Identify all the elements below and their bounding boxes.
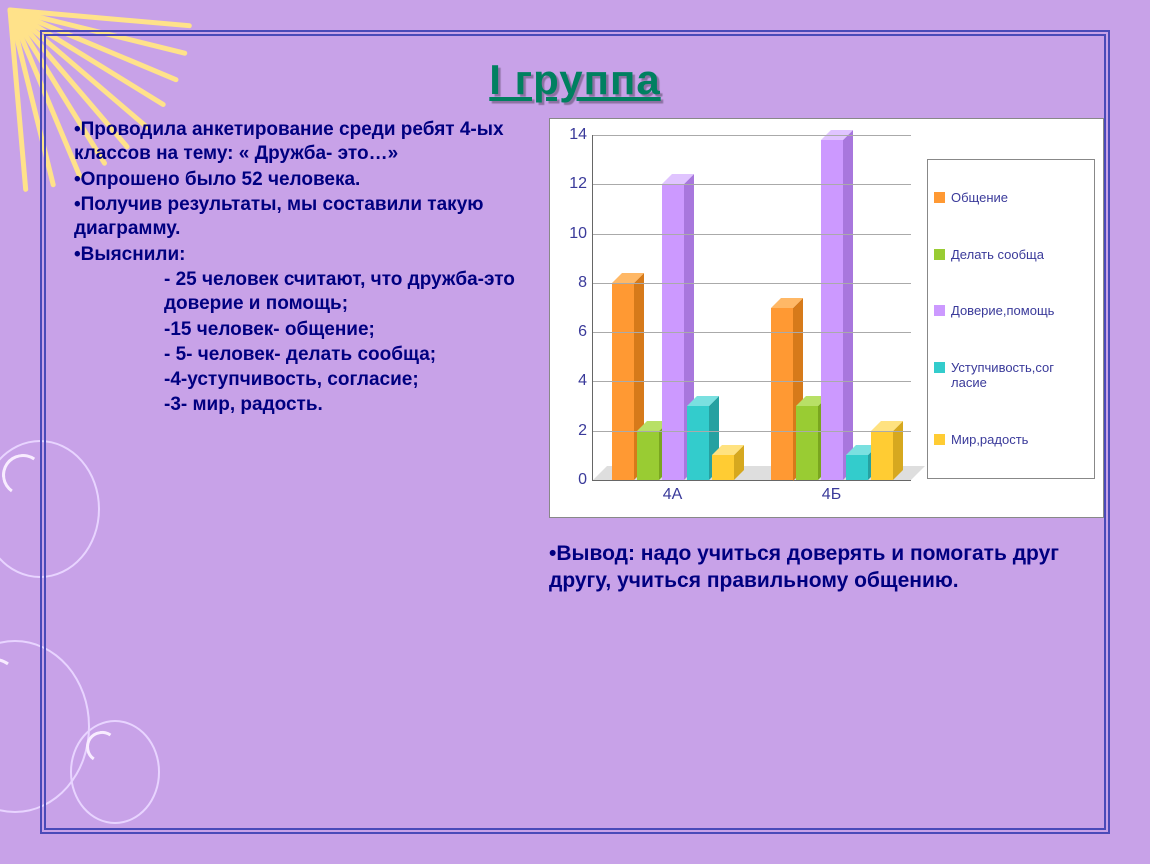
y-tick-label: 4 <box>578 372 587 390</box>
bullet-item: -3- мир, радость. <box>74 393 529 417</box>
x-tick-label: 4А <box>663 486 683 504</box>
legend-swatch <box>934 362 945 373</box>
conclusion-text: •Вывод: надо учиться доверять и помогать… <box>549 540 1104 595</box>
legend-label: Мир,радость <box>951 432 1028 448</box>
y-tick-label: 12 <box>569 175 587 193</box>
bar-chart: 4А4Б 02468101214 ОбщениеДелать сообщаДов… <box>549 118 1104 518</box>
bar <box>846 455 868 480</box>
bullet-item: •Получив результаты, мы составили такую … <box>74 193 529 242</box>
legend: Общение Делать сообща Доверие,помощь Уступч… <box>927 159 1095 479</box>
grid-line <box>593 184 911 185</box>
axes: 4А4Б 02468101214 <box>592 135 911 481</box>
bar <box>637 431 659 480</box>
legend-item: Уступчивость,сог ласие <box>934 360 1088 391</box>
y-tick-label: 6 <box>578 323 587 341</box>
legend-item: Мир,радость <box>934 432 1088 448</box>
bullet-item: -4-уступчивость, согласие; <box>74 368 529 392</box>
bar-groups: 4А4Б <box>593 135 911 480</box>
y-tick-label: 0 <box>578 471 587 489</box>
bar <box>712 455 734 480</box>
bar-group: 4А <box>593 135 752 480</box>
legend-label: Делать сообща <box>951 247 1044 263</box>
bullet-item: -15 человек- общение; <box>74 318 529 342</box>
bar <box>796 406 818 480</box>
legend-swatch <box>934 249 945 260</box>
bar-group: 4Б <box>752 135 911 480</box>
legend-label: Уступчивость,сог ласие <box>951 360 1054 391</box>
grid-line <box>593 135 911 136</box>
legend-swatch <box>934 305 945 316</box>
y-tick-label: 2 <box>578 422 587 440</box>
grid-line <box>593 234 911 235</box>
legend-item: Общение <box>934 190 1088 206</box>
legend-swatch <box>934 192 945 203</box>
bar <box>871 431 893 480</box>
legend-item: Делать сообща <box>934 247 1088 263</box>
bullet-item: •Опрошено было 52 человека. <box>74 168 529 192</box>
x-tick-label: 4Б <box>822 486 841 504</box>
page-title: I группа <box>74 56 1076 104</box>
legend-label: Доверие,помощь <box>951 303 1054 319</box>
grid-line <box>593 431 911 432</box>
bar <box>771 308 793 481</box>
bullet-item: - 25 человек считают, что дружба-это дов… <box>74 268 529 317</box>
plot-area: 4А4Б 02468101214 <box>560 131 919 509</box>
y-tick-label: 14 <box>569 126 587 144</box>
bar <box>687 406 709 480</box>
legend-swatch <box>934 434 945 445</box>
legend-item: Доверие,помощь <box>934 303 1088 319</box>
y-tick-label: 10 <box>569 225 587 243</box>
bullet-item: - 5- человек- делать сообща; <box>74 343 529 367</box>
bar <box>821 140 843 480</box>
grid-line <box>593 381 911 382</box>
grid-line <box>593 332 911 333</box>
bullet-list: •Проводила анкетирование среди ребят 4-ы… <box>74 118 529 800</box>
grid-line <box>593 283 911 284</box>
y-tick-label: 8 <box>578 274 587 292</box>
content-frame: I группа •Проводила анкетирование среди … <box>40 30 1110 834</box>
legend-label: Общение <box>951 190 1008 206</box>
bullet-item: •Проводила анкетирование среди ребят 4-ы… <box>74 118 529 167</box>
bullet-item: •Выяснили: <box>74 243 529 267</box>
